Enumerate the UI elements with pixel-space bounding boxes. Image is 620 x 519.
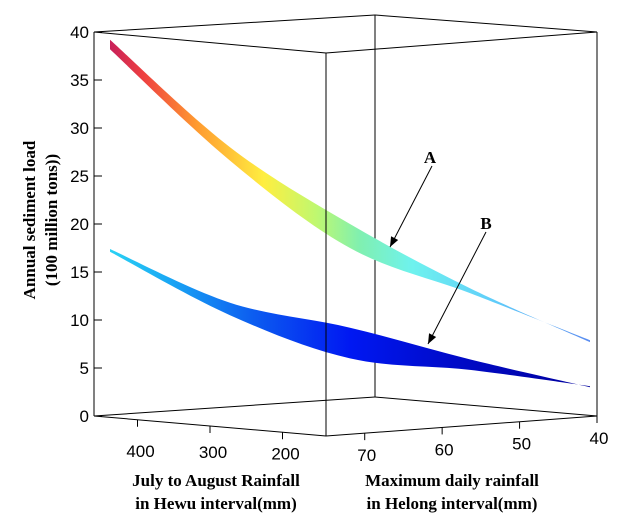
box-edge [374, 14, 598, 33]
annotation-a-arrowhead [390, 236, 399, 247]
x-axis-title-line1: July to August Rainfall [132, 471, 300, 490]
surfaces-layer [110, 39, 590, 388]
annotation-b-label: B [480, 214, 491, 233]
x-axis-title-line2: in Hewu interval(mm) [135, 494, 296, 513]
box-edge [374, 396, 598, 417]
z-tick-label: 10 [70, 311, 89, 330]
y-axis-title-line1: Maximum daily rainfall [365, 471, 539, 490]
box-edge [325, 31, 598, 54]
surface-a [110, 39, 590, 343]
box-edge [93, 14, 376, 33]
y-tick-label: 40 [590, 429, 609, 448]
box-edge [325, 415, 598, 437]
x-tick-label: 200 [271, 444, 299, 463]
box-edge [93, 396, 376, 417]
z-tick-label: 15 [70, 263, 89, 282]
x-tick-label: 300 [199, 443, 227, 462]
annotation-b-arrowhead [428, 333, 437, 344]
z-tick-label: 30 [70, 119, 89, 138]
z-tick-label: 20 [70, 215, 89, 234]
surface-b [110, 249, 590, 388]
annotation-a-label: A [424, 148, 437, 167]
z-axis-title-line1: Annual sediment load [20, 140, 39, 299]
z-tick-label: 25 [70, 167, 89, 186]
y-tick-label: 70 [357, 446, 376, 465]
annotation-a-arrow [389, 165, 433, 248]
z-axis-title-line2: (100 million tons)) [42, 154, 61, 286]
z-tick-label: 35 [70, 71, 89, 90]
y-tick-label: 60 [435, 440, 454, 459]
y-tick-label: 50 [512, 435, 531, 454]
z-tick-label: 40 [70, 23, 89, 42]
x-tick-label: 400 [126, 442, 154, 461]
ticks-layer: 0 5 10 15 20 25 30 35 40 400 300 200 70 60 50 40 [70, 23, 608, 465]
y-axis-title-line2: in Helong interval(mm) [367, 494, 538, 513]
plot-box-front [93, 31, 598, 436]
z-tick-label: 0 [80, 407, 89, 426]
box-edge [93, 31, 327, 54]
z-tick-label: 5 [80, 359, 89, 378]
annotation-b-arrow [427, 231, 487, 345]
annotations-layer: AB [389, 148, 492, 345]
